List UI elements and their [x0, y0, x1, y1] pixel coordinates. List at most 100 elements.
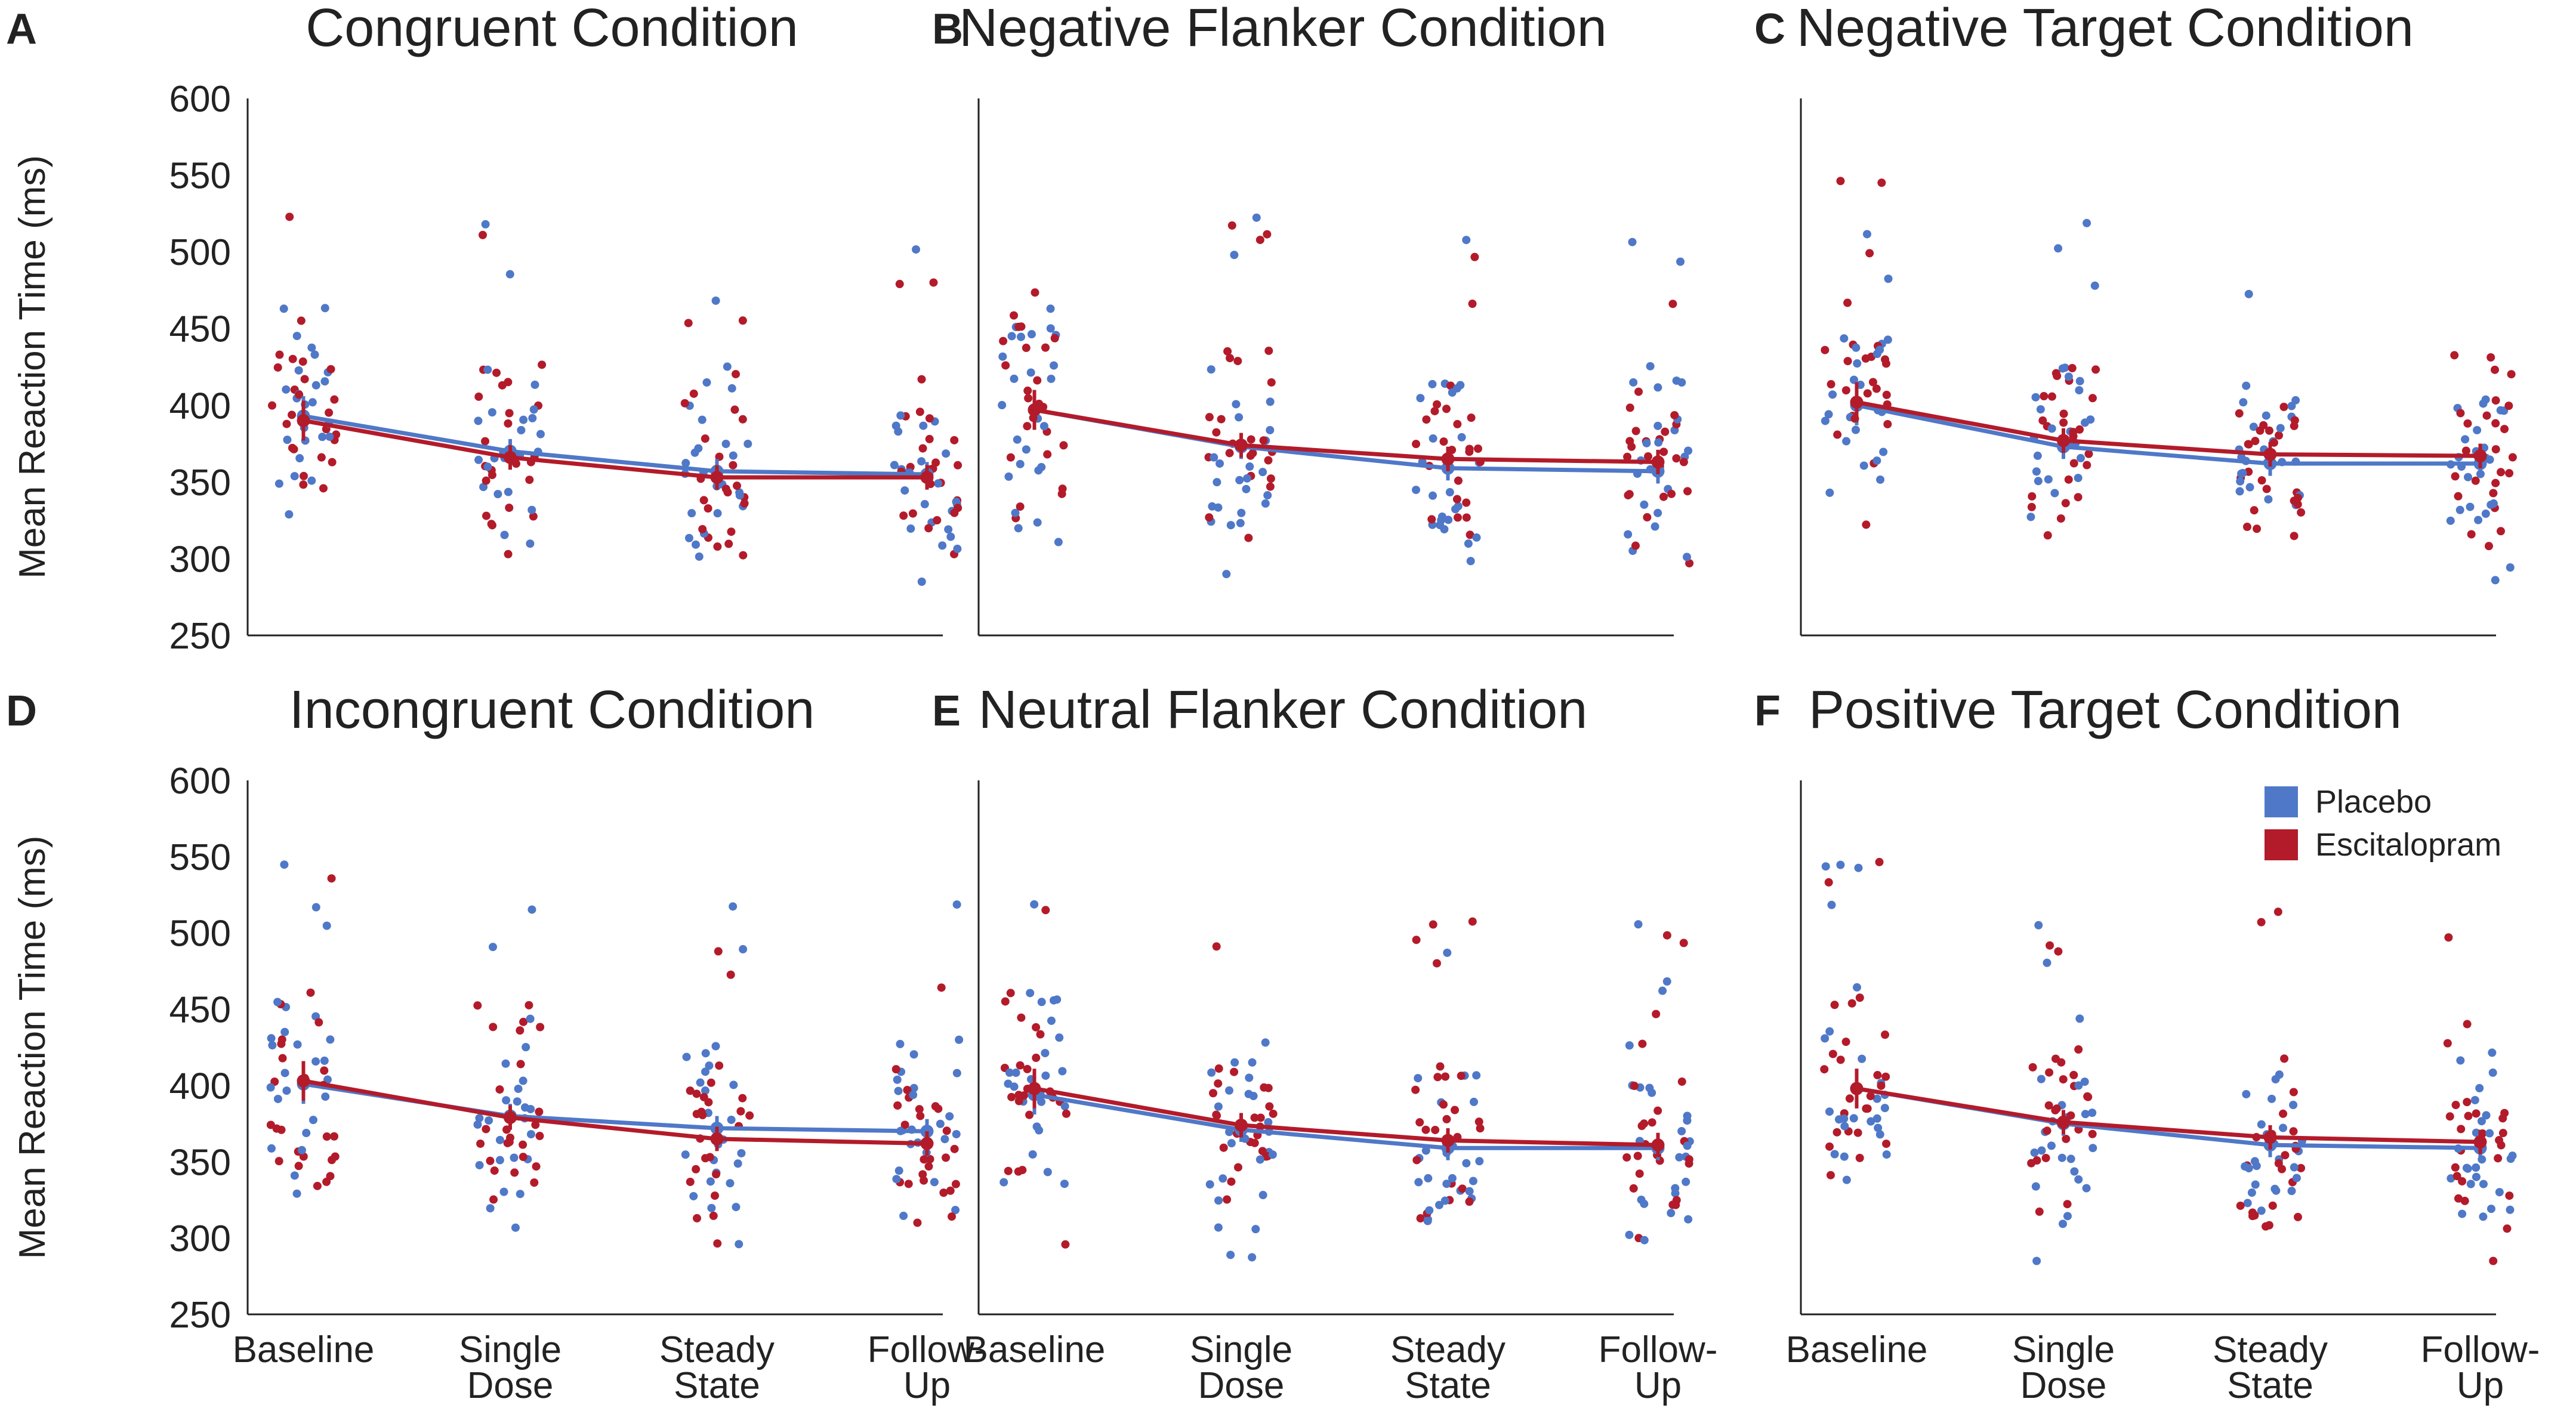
data-point [726, 1179, 735, 1188]
data-point [1849, 375, 1858, 384]
y-tick-label: 300 [169, 1218, 231, 1259]
data-point [1007, 332, 1016, 341]
data-point [1853, 359, 1862, 368]
data-point [1007, 1092, 1016, 1101]
data-point [693, 1214, 702, 1222]
data-point [495, 1156, 504, 1165]
data-point [267, 1034, 276, 1043]
mean-line-escitalopram [1856, 1086, 2481, 1144]
data-point [1653, 383, 1662, 392]
data-point [2491, 396, 2500, 405]
data-point [268, 1041, 277, 1050]
data-point [2496, 527, 2505, 536]
y-tick-label: 450 [169, 990, 231, 1031]
data-point [2066, 1111, 2075, 1120]
data-point [1421, 1125, 1430, 1134]
data-point [495, 1085, 504, 1094]
data-point [519, 1017, 528, 1026]
data-point [2046, 941, 2054, 950]
data-point [2479, 1212, 2488, 1221]
data-point [2027, 1159, 2036, 1168]
data-point [952, 1069, 961, 1077]
data-point [1826, 1171, 1835, 1180]
data-point [2028, 1063, 2037, 1072]
data-point [1236, 518, 1245, 527]
data-point [2486, 501, 2495, 510]
data-point [1882, 1150, 1891, 1159]
data-point [1677, 378, 1686, 387]
data-point [1842, 1175, 1851, 1184]
data-point [684, 319, 693, 328]
data-point [1039, 422, 1048, 431]
data-point [320, 304, 329, 313]
data-point [1251, 1225, 1260, 1234]
data-point [2479, 399, 2488, 408]
data-point [1001, 997, 1010, 1006]
data-point [2082, 1184, 2091, 1193]
data-point [505, 504, 514, 512]
data-point [1041, 1071, 1050, 1080]
data-point [1412, 486, 1421, 495]
data-point [1030, 900, 1039, 909]
data-point [2505, 1191, 2514, 1200]
data-point [2088, 1109, 2097, 1117]
data-point [697, 1107, 706, 1116]
data-point [2059, 1219, 2068, 1228]
data-point [906, 524, 915, 533]
data-point [2027, 502, 2036, 511]
data-point [909, 1050, 918, 1059]
data-point [488, 521, 496, 530]
data-point [1005, 1068, 1014, 1077]
data-point [701, 1067, 710, 1076]
data-point [711, 296, 720, 305]
data-point [950, 436, 959, 444]
panel-letter: A [6, 5, 37, 53]
data-point [1209, 1089, 1218, 1098]
data-point [288, 354, 297, 363]
data-point [2074, 1175, 2083, 1184]
data-point [2443, 1039, 2452, 1048]
data-point [1432, 959, 1441, 968]
data-point [516, 1060, 525, 1069]
data-point [535, 1107, 544, 1116]
y-tick-label: 500 [169, 913, 231, 955]
data-point [1441, 1072, 1450, 1081]
data-point [709, 1211, 718, 1220]
data-point [1263, 230, 1272, 239]
data-point [1882, 1140, 1891, 1148]
data-point [1412, 1156, 1421, 1165]
data-point [2454, 492, 2463, 501]
data-point [1250, 1138, 1259, 1147]
data-point [474, 455, 483, 464]
data-point [951, 1180, 960, 1188]
data-point [918, 1170, 927, 1179]
data-point [2257, 1206, 2266, 1215]
data-point [912, 245, 921, 254]
data-point [285, 510, 294, 519]
data-point [2031, 393, 2040, 402]
data-point [526, 1014, 535, 1023]
data-point [481, 220, 490, 229]
data-point [2451, 472, 2460, 481]
data-point [2250, 1157, 2259, 1166]
data-point [920, 1155, 928, 1164]
y-tick-label: 600 [169, 79, 231, 120]
x-tick-label: Follow- [1599, 1329, 1718, 1370]
data-point [1440, 1196, 1449, 1205]
data-point [2244, 440, 2253, 449]
data-point [273, 1094, 282, 1103]
mean-marker [1028, 1082, 1041, 1095]
mean-marker [2473, 449, 2487, 463]
data-point [952, 1129, 961, 1138]
data-point [1448, 1174, 1457, 1182]
data-point [745, 1111, 754, 1120]
data-point [1877, 178, 1886, 187]
data-point [1016, 502, 1025, 511]
data-point [1434, 1200, 1443, 1209]
data-point [2059, 418, 2068, 427]
data-point [2035, 1207, 2044, 1216]
data-point [2488, 1068, 2497, 1077]
data-point [504, 487, 513, 496]
data-point [2062, 1134, 2071, 1143]
data-point [1458, 1184, 1467, 1193]
